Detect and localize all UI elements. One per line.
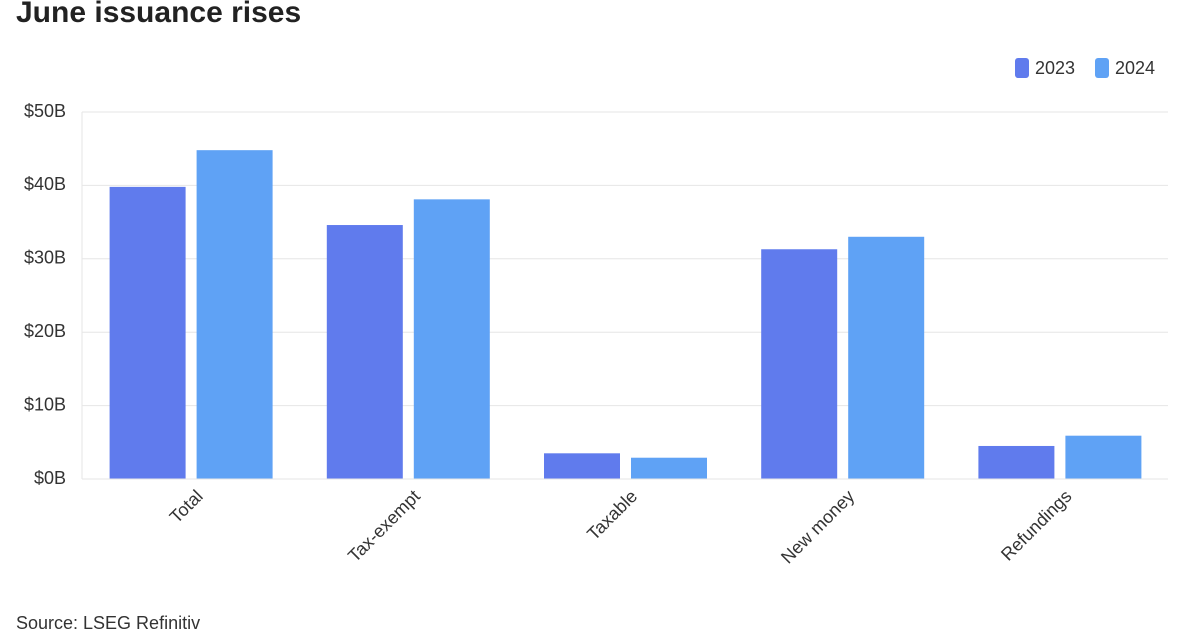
legend-label: 2023 — [1035, 58, 1075, 78]
bar — [761, 249, 838, 479]
legend-swatch — [1015, 58, 1029, 78]
bar — [326, 225, 403, 479]
x-tick-label: Total — [166, 486, 207, 527]
bar — [1065, 435, 1142, 479]
chart-title: June issuance rises — [16, 0, 301, 29]
y-tick-label: $20B — [24, 321, 66, 341]
source-note: Source: LSEG Refinitiv — [16, 613, 200, 630]
legend-swatch — [1095, 58, 1109, 78]
x-tick-label: Refundings — [997, 486, 1076, 565]
bar — [413, 199, 490, 479]
x-tick-label: New money — [777, 486, 858, 567]
x-tick-label: Taxable — [583, 486, 641, 544]
y-tick-label: $0B — [34, 468, 66, 488]
bar — [978, 445, 1055, 479]
y-tick-label: $40B — [24, 174, 66, 194]
legend-label: 2024 — [1115, 58, 1155, 78]
y-tick-label: $10B — [24, 394, 66, 414]
bar — [109, 186, 186, 480]
y-tick-label: $50B — [24, 101, 66, 121]
bar — [196, 150, 273, 479]
x-tick-label: Tax-exempt — [344, 486, 424, 566]
bar — [631, 457, 707, 479]
bar — [544, 453, 620, 479]
y-tick-label: $30B — [24, 248, 66, 268]
bar — [848, 236, 925, 479]
